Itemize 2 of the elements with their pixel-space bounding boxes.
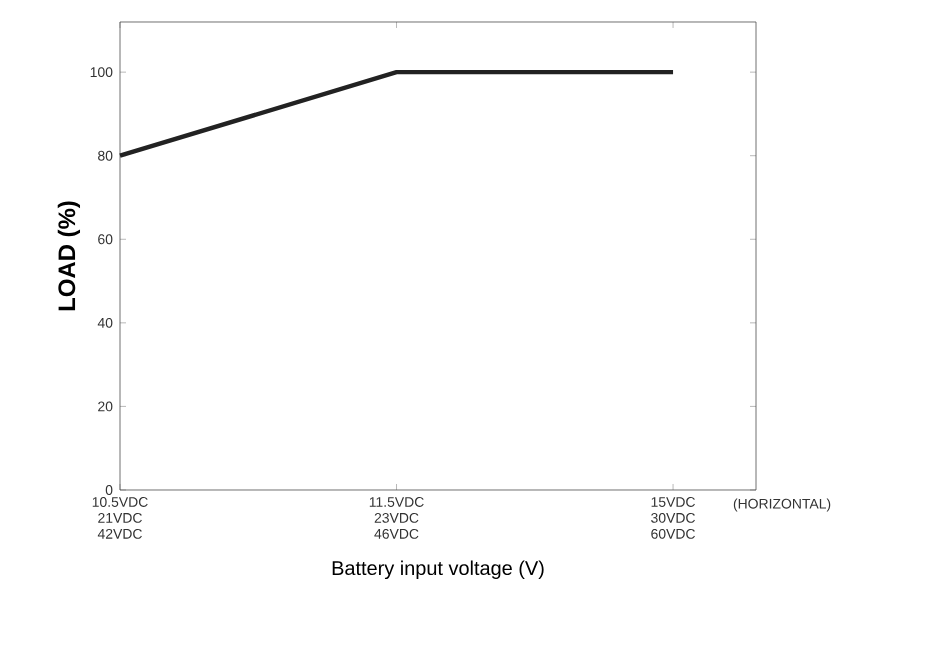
y-axis-title: LOAD (%) xyxy=(57,201,81,311)
x-axis-title: Battery input voltage (V) xyxy=(332,560,544,580)
